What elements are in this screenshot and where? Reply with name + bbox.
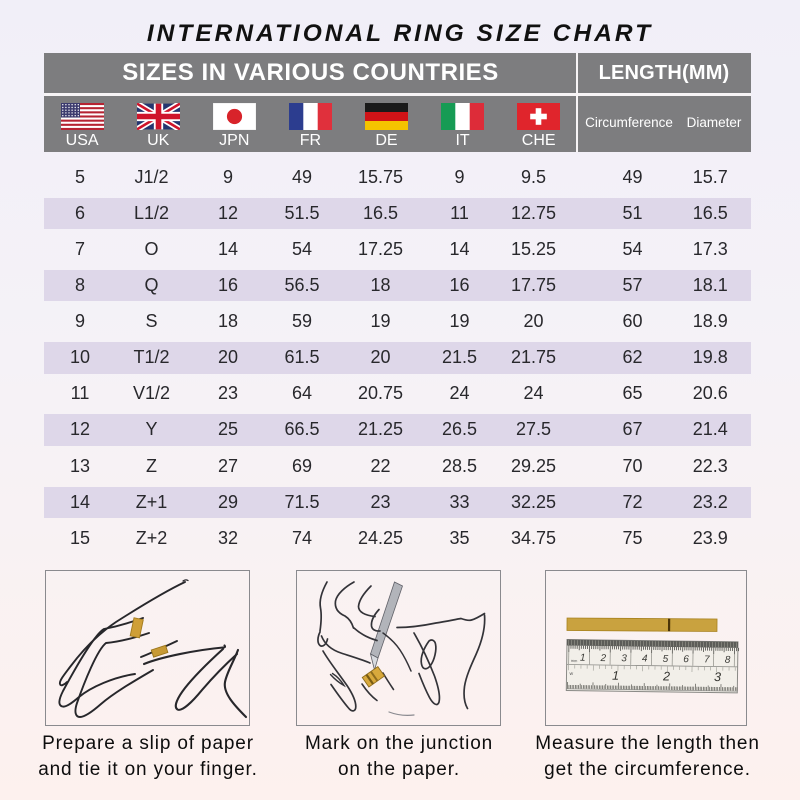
- svg-text:5: 5: [662, 654, 668, 665]
- svg-text:1: 1: [611, 669, 618, 683]
- svg-text:2: 2: [599, 653, 606, 664]
- svg-text:3: 3: [713, 670, 720, 684]
- svg-text:6: 6: [683, 654, 689, 665]
- svg-text:8: 8: [724, 655, 730, 666]
- svg-text:2: 2: [661, 669, 669, 683]
- svg-text:4: 4: [641, 654, 647, 665]
- svg-text:7: 7: [703, 654, 709, 665]
- svg-text:3: 3: [621, 653, 627, 664]
- svg-text:mm: mm: [570, 658, 577, 663]
- svg-text:1: 1: [579, 653, 585, 664]
- svg-text:w: w: [569, 671, 573, 677]
